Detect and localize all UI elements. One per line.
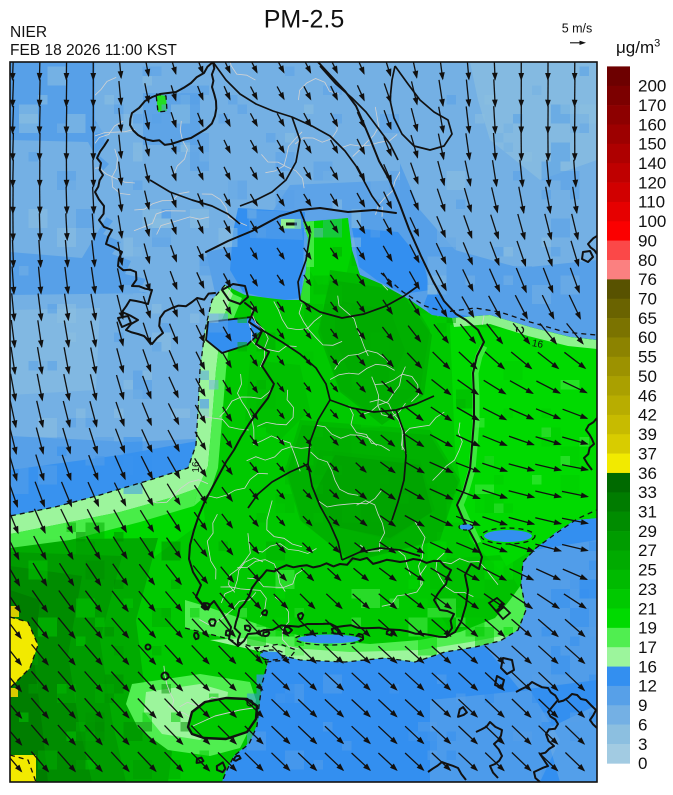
svg-text:60: 60 <box>638 328 657 347</box>
svg-text:46: 46 <box>638 386 657 405</box>
svg-text:36: 36 <box>638 464 657 483</box>
svg-text:100: 100 <box>638 212 666 231</box>
svg-text:160: 160 <box>638 115 666 134</box>
svg-text:FEB 18 2026 11:00 KST: FEB 18 2026 11:00 KST <box>10 42 177 59</box>
svg-text:120: 120 <box>638 173 666 192</box>
svg-text:200: 200 <box>638 77 666 96</box>
svg-text:90: 90 <box>638 231 657 250</box>
svg-text:37: 37 <box>638 444 657 463</box>
svg-text:5 m/s: 5 m/s <box>562 22 593 36</box>
svg-text:33: 33 <box>638 483 657 502</box>
svg-text:19: 19 <box>638 619 657 638</box>
svg-text:70: 70 <box>638 290 657 309</box>
svg-text:16: 16 <box>191 461 202 473</box>
svg-text:76: 76 <box>638 270 657 289</box>
svg-text:0: 0 <box>638 754 647 773</box>
svg-text:65: 65 <box>638 309 657 328</box>
svg-text:29: 29 <box>638 522 657 541</box>
svg-text:23: 23 <box>638 580 657 599</box>
svg-text:μg/m3: μg/m3 <box>616 38 660 58</box>
svg-text:39: 39 <box>638 425 657 444</box>
svg-text:170: 170 <box>638 96 666 115</box>
svg-text:16: 16 <box>531 338 544 351</box>
svg-text:150: 150 <box>638 135 666 154</box>
svg-text:17: 17 <box>638 638 657 657</box>
svg-text:25: 25 <box>638 561 657 580</box>
svg-text:42: 42 <box>638 406 657 425</box>
svg-text:3: 3 <box>638 735 647 754</box>
svg-text:50: 50 <box>638 367 657 386</box>
svg-text:140: 140 <box>638 154 666 173</box>
svg-text:16: 16 <box>638 657 657 676</box>
svg-text:9: 9 <box>638 696 647 715</box>
svg-text:55: 55 <box>638 348 657 367</box>
svg-text:12: 12 <box>638 677 657 696</box>
svg-text:6: 6 <box>638 715 647 734</box>
svg-text:NIER: NIER <box>10 24 47 41</box>
svg-text:21: 21 <box>638 599 657 618</box>
svg-text:31: 31 <box>638 502 657 521</box>
svg-text:PM-2.5: PM-2.5 <box>264 6 345 34</box>
svg-text:110: 110 <box>638 193 665 212</box>
svg-text:80: 80 <box>638 251 657 270</box>
svg-text:27: 27 <box>638 541 657 560</box>
